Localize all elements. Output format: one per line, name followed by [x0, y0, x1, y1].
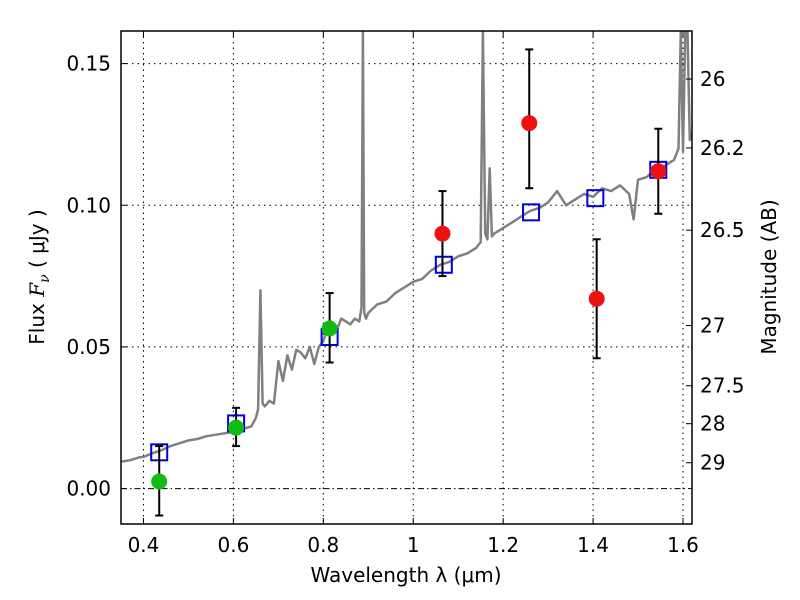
x-tick-label: 0.4 — [128, 533, 160, 557]
observed-data-point — [321, 320, 338, 337]
model-photometry-square — [522, 203, 541, 222]
observed-data-point — [650, 163, 667, 180]
y2-tick-label: 29 — [700, 451, 725, 475]
y2-tick-label: 27 — [700, 314, 725, 338]
y2-tick-label: 26.5 — [700, 218, 745, 242]
y-axis-label-suffix: ( μJy ) — [25, 209, 49, 274]
y2-tick-label: 27.5 — [700, 374, 745, 398]
y2-tick-label: 28 — [700, 412, 725, 436]
x-tick-label: 1.2 — [487, 533, 519, 557]
y2-tick-label: 26 — [700, 67, 725, 91]
observed-data-point — [228, 419, 245, 436]
y2-tick-label: 26.2 — [700, 136, 745, 160]
x-tick-label: 0.6 — [217, 533, 249, 557]
ticks — [121, 31, 692, 524]
observed-data-point — [588, 290, 605, 307]
observed-data-point — [151, 473, 168, 490]
model-photometry-square — [434, 255, 453, 274]
x-tick-label: 1 — [407, 533, 420, 557]
observed-data-point — [434, 225, 451, 242]
y-tick-label: 0.10 — [66, 193, 111, 217]
x-tick-label: 0.8 — [307, 533, 339, 557]
y-tick-label: 0.05 — [66, 335, 111, 359]
spectrum — [121, 31, 692, 463]
x-tick-label: 1.4 — [577, 533, 609, 557]
x-axis-label: Wavelength λ (μm) — [310, 563, 501, 587]
y-axis-label-prefix: Flux — [25, 297, 49, 345]
x-tick-label: 1.6 — [667, 533, 699, 557]
observed-data-point — [521, 115, 538, 132]
y-tick-labels: 0.00 0.05 0.10 0.15 — [66, 52, 111, 501]
y-tick-label: 0.00 — [66, 477, 111, 501]
markers — [150, 48, 668, 517]
y2-axis-label: Magnitude (AB) — [757, 199, 781, 354]
y2-tick-labels: 26 26.2 26.5 27 27.5 28 29 — [700, 67, 745, 475]
y-axis-label-subscript: ν — [37, 274, 53, 283]
spectrum-line — [121, 31, 692, 463]
x-tick-labels: 0.4 0.6 0.8 1 1.2 1.4 1.6 — [128, 533, 699, 557]
y-axis-label: Flux Fν ( μJy ) — [25, 209, 53, 344]
model-photometry-square — [586, 189, 605, 208]
y-tick-label: 0.15 — [66, 52, 111, 76]
y-axis-label-symbol: F — [25, 282, 49, 298]
plot-frame — [120, 30, 693, 525]
